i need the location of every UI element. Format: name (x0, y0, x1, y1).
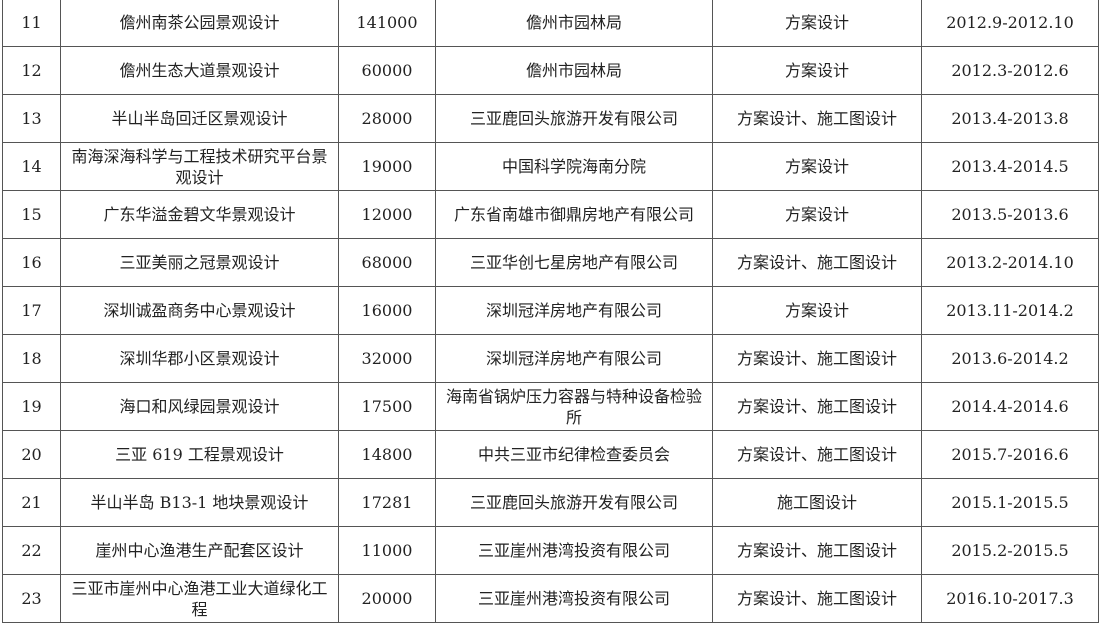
row-number-cell: 14 (2, 142, 61, 191)
period-cell: 2015.7-2016.6 (921, 430, 1099, 479)
project-name-cell: 半山半岛 B13-1 地块景观设计 (60, 478, 339, 527)
area-cell: 141000 (338, 0, 436, 47)
project-name-cell: 南海深海科学与工程技术研究平台景观设计 (60, 142, 339, 191)
table-row: 17 深圳诚盈商务中心景观设计 16000 深圳冠洋房地产有限公司 方案设计 2013.1… (2, 286, 1099, 335)
project-name-cell: 儋州生态大道景观设计 (60, 46, 339, 95)
period-cell: 2013.4-2014.5 (921, 142, 1099, 191)
area-cell: 12000 (338, 190, 436, 239)
client-cell: 中共三亚市纪律检查委员会 (435, 430, 713, 479)
period-cell: 2014.4-2014.6 (921, 382, 1099, 431)
area-cell: 17281 (338, 478, 436, 527)
row-number-cell: 13 (2, 94, 61, 143)
row-number-cell: 20 (2, 430, 61, 479)
client-cell: 深圳冠洋房地产有限公司 (435, 286, 713, 335)
table-row: 13 半山半岛回迁区景观设计 28000 三亚鹿回头旅游开发有限公司 方案设计、施工图设… (2, 94, 1099, 143)
design-scope-cell: 方案设计 (712, 46, 922, 95)
table-row: 23 三亚市崖州中心渔港工业大道绿化工程 20000 三亚崖州港湾投资有限公司 方案设计… (2, 574, 1099, 623)
design-scope-cell: 方案设计、施工图设计 (712, 526, 922, 575)
area-cell: 68000 (338, 238, 436, 287)
design-scope-cell: 方案设计、施工图设计 (712, 334, 922, 383)
project-name-cell: 三亚 619 工程景观设计 (60, 430, 339, 479)
period-cell: 2013.6-2014.2 (921, 334, 1099, 383)
project-name-cell: 深圳华郡小区景观设计 (60, 334, 339, 383)
client-cell: 三亚华创七星房地产有限公司 (435, 238, 713, 287)
table-row: 14 南海深海科学与工程技术研究平台景观设计 19000 中国科学院海南分院 方案设计 2… (2, 142, 1099, 191)
design-scope-cell: 方案设计、施工图设计 (712, 430, 922, 479)
design-scope-cell: 方案设计、施工图设计 (712, 382, 922, 431)
client-cell: 儋州市园林局 (435, 0, 713, 47)
period-cell: 2012.9-2012.10 (921, 0, 1099, 47)
client-cell: 海南省锅炉压力容器与特种设备检验所 (435, 382, 713, 431)
period-cell: 2013.11-2014.2 (921, 286, 1099, 335)
design-scope-cell: 方案设计、施工图设计 (712, 94, 922, 143)
area-cell: 11000 (338, 526, 436, 575)
row-number-cell: 18 (2, 334, 61, 383)
client-cell: 三亚崖州港湾投资有限公司 (435, 526, 713, 575)
area-cell: 60000 (338, 46, 436, 95)
design-scope-cell: 方案设计、施工图设计 (712, 238, 922, 287)
table-row: 12 儋州生态大道景观设计 60000 儋州市园林局 方案设计 2012.3-2012.6 (2, 46, 1099, 95)
client-cell: 儋州市园林局 (435, 46, 713, 95)
project-name-cell: 海口和风绿园景观设计 (60, 382, 339, 431)
row-number-cell: 12 (2, 46, 61, 95)
period-cell: 2015.2-2015.5 (921, 526, 1099, 575)
table-row: 15 广东华溢金碧文华景观设计 12000 广东省南雄市御鼎房地产有限公司 方案设计 20… (2, 190, 1099, 239)
project-name-cell: 儋州南茶公园景观设计 (60, 0, 339, 47)
period-cell: 2013.5-2013.6 (921, 190, 1099, 239)
area-cell: 32000 (338, 334, 436, 383)
design-scope-cell: 方案设计 (712, 142, 922, 191)
row-number-cell: 15 (2, 190, 61, 239)
row-number-cell: 17 (2, 286, 61, 335)
table-row: 21 半山半岛 B13-1 地块景观设计 17281 三亚鹿回头旅游开发有限公司 施工图… (2, 478, 1099, 527)
project-name-cell: 半山半岛回迁区景观设计 (60, 94, 339, 143)
client-cell: 三亚崖州港湾投资有限公司 (435, 574, 713, 623)
period-cell: 2016.10-2017.3 (921, 574, 1099, 623)
project-name-cell: 三亚市崖州中心渔港工业大道绿化工程 (60, 574, 339, 623)
period-cell: 2013.4-2013.8 (921, 94, 1099, 143)
client-cell: 深圳冠洋房地产有限公司 (435, 334, 713, 383)
table-row: 20 三亚 619 工程景观设计 14800 中共三亚市纪律检查委员会 方案设计、施工图… (2, 430, 1099, 479)
project-name-cell: 崖州中心渔港生产配套区设计 (60, 526, 339, 575)
row-number-cell: 23 (2, 574, 61, 623)
table-row: 22 崖州中心渔港生产配套区设计 11000 三亚崖州港湾投资有限公司 方案设计、施工图… (2, 526, 1099, 575)
project-name-cell: 三亚美丽之冠景观设计 (60, 238, 339, 287)
project-name-cell: 广东华溢金碧文华景观设计 (60, 190, 339, 239)
client-cell: 三亚鹿回头旅游开发有限公司 (435, 478, 713, 527)
client-cell: 广东省南雄市御鼎房地产有限公司 (435, 190, 713, 239)
table-row: 16 三亚美丽之冠景观设计 68000 三亚华创七星房地产有限公司 方案设计、施工图设计… (2, 238, 1099, 287)
table-row: 11 儋州南茶公园景观设计 141000 儋州市园林局 方案设计 2012.9-2012.… (2, 0, 1099, 47)
row-number-cell: 19 (2, 382, 61, 431)
project-name-cell: 深圳诚盈商务中心景观设计 (60, 286, 339, 335)
design-scope-cell: 施工图设计 (712, 478, 922, 527)
design-scope-cell: 方案设计、施工图设计 (712, 574, 922, 623)
period-cell: 2012.3-2012.6 (921, 46, 1099, 95)
area-cell: 20000 (338, 574, 436, 623)
row-number-cell: 22 (2, 526, 61, 575)
design-scope-cell: 方案设计 (712, 0, 922, 47)
row-number-cell: 21 (2, 478, 61, 527)
table-row: 18 深圳华郡小区景观设计 32000 深圳冠洋房地产有限公司 方案设计、施工图设计 20… (2, 334, 1099, 383)
design-scope-cell: 方案设计 (712, 286, 922, 335)
row-number-cell: 11 (2, 0, 61, 47)
design-scope-cell: 方案设计 (712, 190, 922, 239)
period-cell: 2015.1-2015.5 (921, 478, 1099, 527)
area-cell: 16000 (338, 286, 436, 335)
table-row: 19 海口和风绿园景观设计 17500 海南省锅炉压力容器与特种设备检验所 方案设计、施… (2, 382, 1099, 431)
area-cell: 28000 (338, 94, 436, 143)
area-cell: 19000 (338, 142, 436, 191)
row-number-cell: 16 (2, 238, 61, 287)
period-cell: 2013.2-2014.10 (921, 238, 1099, 287)
area-cell: 14800 (338, 430, 436, 479)
client-cell: 三亚鹿回头旅游开发有限公司 (435, 94, 713, 143)
client-cell: 中国科学院海南分院 (435, 142, 713, 191)
area-cell: 17500 (338, 382, 436, 431)
